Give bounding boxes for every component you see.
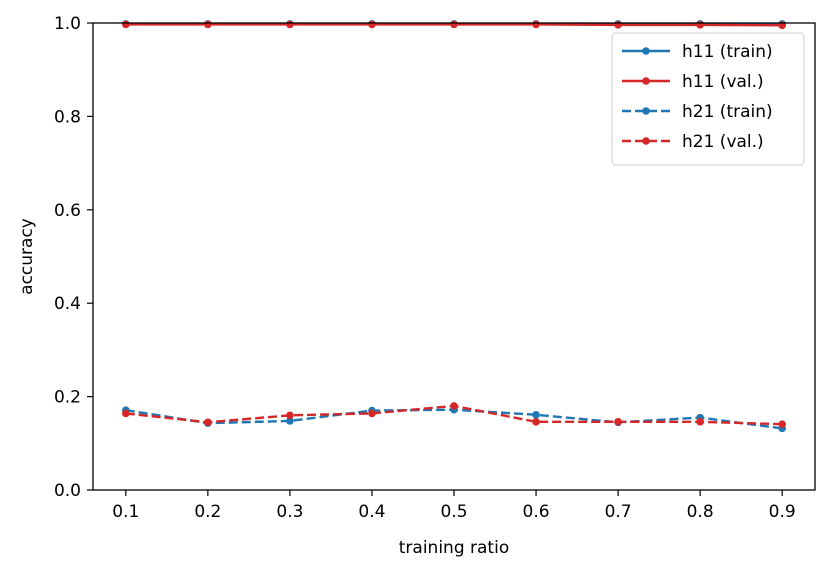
legend-label-h21-val: h21 (val.) [682,132,764,152]
data-point-h21-val [450,402,458,410]
data-point-h11-val [204,20,212,29]
legend-label-h11-train: h11 (train) [682,42,773,62]
data-point-h21-val [204,418,212,427]
data-point-h21-val [368,409,376,418]
x-tick-label: 0.3 [276,502,303,522]
axes-ticks: 0.1 0.2 0.3 0.4 0.5 0.6 0.7 0.8 0.9 0.0 0.2 0.4 0.6 0… [54,14,796,522]
y-tick-label: 0.6 [54,201,81,221]
y-tick-label: 0.0 [54,481,81,501]
data-point-h11-val [696,21,704,29]
y-tick-label: 1.0 [54,14,81,34]
y-tick-label: 0.8 [54,107,81,127]
data-point-h21-train [286,417,294,425]
data-point-h11-val [286,20,294,29]
data-point-h21-val [696,418,704,426]
data-point-h21-val [614,418,622,426]
legend: h11 (train) h11 (val.) h21 (train) h21 (val… [611,32,805,166]
x-tick-label: 0.6 [523,502,550,522]
data-point-h11-val [532,20,540,29]
x-tick-label: 0.2 [194,502,221,522]
data-point-h21-val [122,409,130,418]
y-axis-title: accuracy [17,218,37,295]
data-point-h21-val [286,411,294,420]
data-point-h21-val [778,420,786,428]
data-point-h21-train [532,411,540,419]
legend-label-h11-val: h11 (val.) [682,72,764,92]
data-point-h11-val [450,20,458,29]
x-axis-title: training ratio [399,538,509,558]
y-tick-label: 0.4 [54,294,81,314]
x-tick-label: 0.5 [440,502,467,522]
legend-marker-h11-train [642,47,650,55]
data-point-h21-val [532,418,540,426]
x-tick-label: 0.4 [358,502,385,522]
data-point-h11-val [368,20,376,29]
legend-box [611,32,805,166]
data-point-h11-val [122,20,130,29]
x-tick-label: 0.9 [769,502,796,522]
data-point-h11-val [614,21,622,29]
legend-label-h21-train: h21 (train) [682,102,773,122]
legend-marker-h21-val [642,137,650,145]
legend-marker-h21-train [642,107,650,115]
x-tick-label: 0.8 [687,502,714,522]
y-tick-label: 0.2 [54,388,81,408]
x-tick-label: 0.7 [605,502,632,522]
legend-marker-h11-val [642,77,650,85]
x-tick-label: 0.1 [112,502,139,522]
